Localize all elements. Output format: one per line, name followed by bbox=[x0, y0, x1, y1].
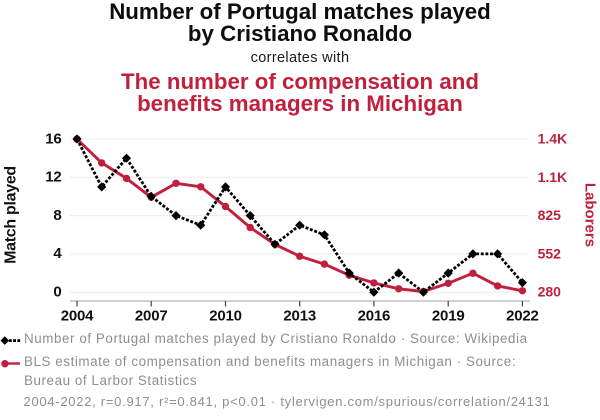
svg-text:12: 12 bbox=[45, 169, 61, 186]
svg-text:2016: 2016 bbox=[358, 308, 391, 325]
svg-text:Laborers: Laborers bbox=[582, 183, 599, 247]
svg-text:2022: 2022 bbox=[506, 308, 539, 325]
svg-text:1.4K: 1.4K bbox=[538, 131, 568, 147]
svg-text:1.1K: 1.1K bbox=[538, 169, 568, 185]
svg-text:2010: 2010 bbox=[209, 308, 242, 325]
svg-text:825: 825 bbox=[538, 207, 562, 223]
svg-text:2019: 2019 bbox=[432, 308, 465, 325]
svg-text:4: 4 bbox=[53, 245, 62, 262]
svg-text:8: 8 bbox=[53, 207, 61, 224]
svg-text:2013: 2013 bbox=[283, 308, 316, 325]
svg-text:2004: 2004 bbox=[61, 308, 94, 325]
svg-text:2007: 2007 bbox=[135, 308, 168, 325]
svg-text:280: 280 bbox=[538, 284, 562, 300]
svg-text:Match played: Match played bbox=[3, 166, 20, 264]
svg-text:0: 0 bbox=[53, 284, 61, 301]
svg-text:16: 16 bbox=[45, 130, 61, 147]
svg-text:552: 552 bbox=[538, 246, 562, 262]
